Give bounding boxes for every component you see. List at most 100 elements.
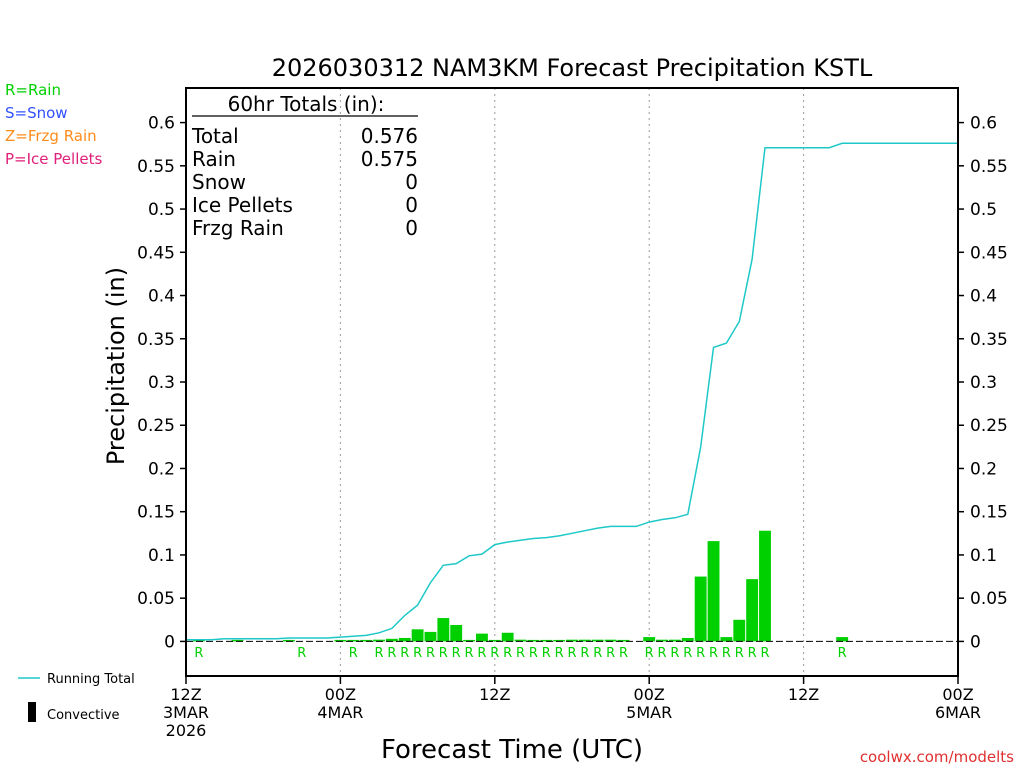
x-tick-label: 5MAR bbox=[626, 703, 672, 722]
totals-box: 60hr Totals (in): Total 0.576 Rain 0.575 Snow… bbox=[191, 92, 418, 240]
precip-bar bbox=[578, 639, 591, 642]
precip-bar bbox=[656, 639, 668, 642]
precip-bar bbox=[347, 639, 360, 642]
y-tick-label-right: 0.15 bbox=[970, 503, 1008, 523]
precip-bar bbox=[450, 624, 463, 642]
ptype-letter: R bbox=[748, 646, 757, 661]
ptype-letter: R bbox=[696, 646, 705, 661]
ptype-letter: R bbox=[838, 646, 847, 661]
precip-bar bbox=[681, 637, 694, 642]
ptype-letter: R bbox=[194, 646, 203, 661]
ptype-letter: R bbox=[349, 646, 358, 661]
y-tick-label-left: 0.35 bbox=[137, 330, 175, 350]
running-total-group bbox=[186, 142, 958, 641]
x-tick-label: 12Z bbox=[479, 685, 510, 704]
series-legend-swatch bbox=[28, 702, 36, 722]
ptype-letter: R bbox=[529, 646, 538, 661]
precip-bar bbox=[385, 638, 398, 642]
series-legend: Running Total Convective bbox=[18, 672, 135, 723]
totals-value: 0 bbox=[405, 170, 418, 194]
y-tick-label-right: 0.45 bbox=[970, 243, 1008, 263]
y-tick-label-left: 0.55 bbox=[137, 157, 175, 177]
y-tick-label-right: 0 bbox=[970, 632, 981, 652]
precip-bar bbox=[746, 579, 759, 642]
ptype-letter: R bbox=[439, 646, 448, 661]
y-tick-label-left: 0.5 bbox=[148, 200, 175, 220]
x-tick-label: 2026 bbox=[166, 721, 207, 740]
ptype-letter: R bbox=[465, 646, 474, 661]
y-tick-label-right: 0.4 bbox=[970, 287, 997, 307]
y-tick-label-left: 0.4 bbox=[148, 287, 175, 307]
precip-bar bbox=[463, 639, 475, 642]
precip-bar bbox=[707, 541, 720, 642]
precip-bar bbox=[231, 639, 244, 642]
ptype-letter: R bbox=[555, 646, 564, 661]
ptype-letter: R bbox=[645, 646, 654, 661]
y-tick-label-left: 0.2 bbox=[148, 459, 175, 479]
precip-bar bbox=[694, 576, 707, 642]
credit-text: coolwx.com/modelts bbox=[860, 748, 1014, 766]
totals-value: 0.575 bbox=[361, 147, 418, 171]
totals-label: Total bbox=[191, 124, 239, 148]
y-tick-label-right: 0.35 bbox=[970, 330, 1008, 350]
x-tick-label: 6MAR bbox=[935, 703, 981, 722]
chart-title: 2026030312 NAM3KM Forecast Precipitation… bbox=[272, 54, 873, 82]
ptype-letter: R bbox=[709, 646, 718, 661]
y-tick-label-right: 0.3 bbox=[970, 373, 997, 393]
ptype-letter: R bbox=[516, 646, 525, 661]
ptype-letter: R bbox=[567, 646, 576, 661]
y-tick-label-right: 0.55 bbox=[970, 157, 1008, 177]
x-tick-label: 00Z bbox=[634, 685, 665, 704]
ptype-letter: R bbox=[619, 646, 628, 661]
ptype-legend-item: P=Ice Pellets bbox=[5, 150, 102, 168]
y-tick-label-left: 0.05 bbox=[137, 589, 175, 609]
y-tick-label-right: 0.5 bbox=[970, 200, 997, 220]
ptype-letter: R bbox=[374, 646, 383, 661]
totals-label: Snow bbox=[192, 170, 246, 194]
ptype-letter: R bbox=[426, 646, 435, 661]
precip-bar bbox=[604, 639, 617, 642]
series-legend-label: Running Total bbox=[47, 672, 135, 687]
precip-bar bbox=[540, 639, 553, 642]
precip-bar bbox=[488, 639, 501, 642]
precip-bar bbox=[527, 639, 540, 642]
ptype-letter: R bbox=[606, 646, 615, 661]
ptype-letter: R bbox=[297, 646, 306, 661]
ptype-legend-item: R=Rain bbox=[5, 81, 61, 99]
ptype-letter: R bbox=[490, 646, 499, 661]
y-tick-label-right: 0.25 bbox=[970, 416, 1008, 436]
hourly-bars bbox=[192, 530, 849, 642]
y-axis-label: Precipitation (in) bbox=[102, 267, 130, 465]
precip-bar bbox=[192, 639, 205, 642]
precip-bar bbox=[373, 639, 385, 642]
ptype-letter: R bbox=[683, 646, 692, 661]
ptype-letter: R bbox=[580, 646, 589, 661]
ptype-letter: R bbox=[593, 646, 602, 661]
totals-heading: 60hr Totals (in): bbox=[228, 92, 385, 116]
ptype-legend: R=Rain S=Snow Z=Frzg Rain P=Ice Pellets bbox=[5, 81, 102, 168]
precip-bar bbox=[398, 637, 411, 642]
precip-bar bbox=[514, 639, 527, 642]
ptype-letter: R bbox=[722, 646, 731, 661]
precip-bar bbox=[437, 618, 450, 642]
precip-bar bbox=[553, 639, 566, 642]
totals-value: 0 bbox=[405, 193, 418, 217]
y-axis-right: 0 0.05 0.1 0.15 0.2 0.25 0.3 0.35 0.4 0.45 0.5 0.55… bbox=[958, 114, 1008, 652]
totals-label: Frzg Rain bbox=[192, 216, 284, 240]
y-tick-label-left: 0.6 bbox=[148, 114, 175, 134]
ptype-letter: R bbox=[400, 646, 409, 661]
y-tick-label-left: 0.1 bbox=[148, 546, 175, 566]
x-axis-label: Forecast Time (UTC) bbox=[381, 735, 643, 765]
ptype-letter: R bbox=[387, 646, 396, 661]
x-tick-label: 3MAR bbox=[163, 703, 209, 722]
y-tick-label-right: 0.1 bbox=[970, 546, 997, 566]
ptype-letter: R bbox=[735, 646, 744, 661]
ptype-letter: R bbox=[658, 646, 667, 661]
ptype-legend-item: Z=Frzg Rain bbox=[5, 127, 97, 145]
totals-value: 0 bbox=[405, 216, 418, 240]
y-tick-label-right: 0.2 bbox=[970, 459, 997, 479]
precip-bar bbox=[411, 629, 424, 642]
precip-bar bbox=[591, 639, 604, 642]
